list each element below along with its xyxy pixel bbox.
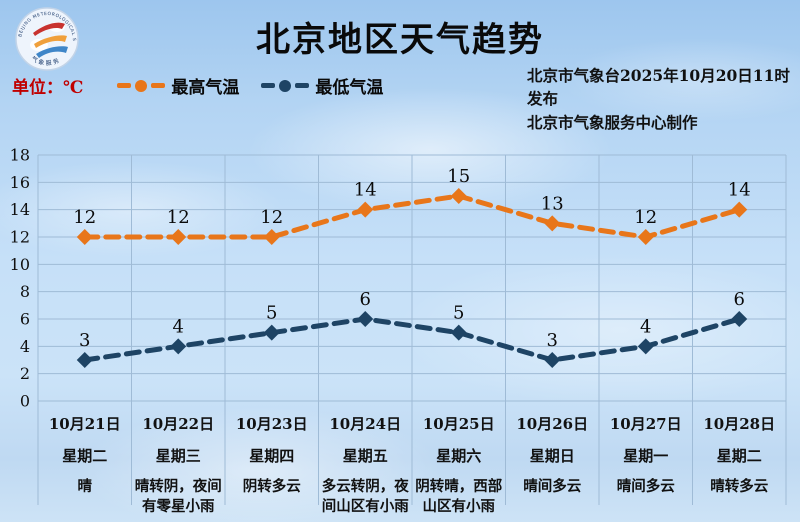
page-title: 北京地区天气趋势 [256, 20, 544, 60]
value-label: 5 [266, 303, 277, 324]
legend-label-max: 最高气温 [171, 78, 240, 98]
publisher-info: 北京市气象台2025年10月20日11时发布 北京市气象服务中心制作 [527, 64, 797, 134]
logo-blue-stripe [36, 46, 68, 58]
value-label: 4 [173, 316, 184, 337]
max-temp-line [82, 193, 742, 240]
weekday-label: 星期三 [155, 447, 201, 465]
weather-label: 晴间多云 [616, 478, 675, 495]
max-temp-point [637, 229, 654, 245]
weather-label: 晴转多云 [710, 478, 769, 495]
y-tick-label: 8 [20, 282, 30, 301]
day-column: 10月21日 星期二 晴 [38, 409, 132, 516]
max-temp-point [263, 229, 280, 245]
date-label: 10月24日 [329, 415, 402, 433]
date-label: 10月25日 [422, 415, 495, 433]
min-temp-point [637, 338, 654, 355]
date-label: 10月22日 [142, 415, 215, 433]
max-temp-point [76, 229, 93, 245]
unit-label: 单位：℃ [12, 78, 84, 98]
min-temp-point [357, 311, 374, 327]
weekday-label: 星期日 [529, 447, 575, 465]
value-label: 15 [447, 166, 470, 187]
y-tick-label: 2 [20, 364, 30, 383]
date-label: 10月27日 [609, 415, 682, 433]
weather-label: 阴转多云 [242, 478, 301, 495]
legend-row: 单位：℃ 最高气温 最低气温 [12, 73, 405, 98]
date-label: 10月26日 [516, 415, 589, 433]
meteorological-service-logo: BEIJING METEOROLOGICAL SERVICE 气象服务 [13, 5, 79, 71]
value-label: 5 [453, 303, 464, 324]
weekday-label: 星期二 [716, 447, 762, 465]
weekday-label: 星期一 [623, 447, 669, 465]
min-temp-line-icon [261, 79, 310, 92]
value-label: 6 [734, 289, 745, 310]
value-label: 4 [640, 316, 651, 337]
value-label: 3 [547, 330, 558, 351]
date-label: 10月21日 [48, 415, 121, 433]
y-tick-label: 4 [20, 337, 30, 356]
value-label: 12 [634, 207, 657, 228]
value-label: 12 [73, 207, 96, 228]
y-tick-label: 16 [10, 173, 30, 192]
y-tick-label: 14 [10, 200, 30, 219]
date-label: 10月23日 [235, 415, 308, 433]
weather-label: 多云转阴，夜间山区有小雨 [321, 478, 409, 515]
max-temp-point [544, 215, 561, 232]
value-label: 14 [728, 180, 751, 201]
min-temp-point [76, 352, 93, 368]
logo-red-stripe [33, 22, 65, 36]
value-label: 6 [360, 289, 371, 310]
legend-item-min: 最低气温 [261, 73, 383, 98]
publisher-line-1: 北京市气象台2025年10月20日11时发布 [527, 66, 790, 109]
min-temp-point [731, 311, 748, 327]
day-column: 10月23日 星期四 阴转多云 [225, 409, 319, 516]
weather-label: 晴转阴，夜间有零星小雨 [134, 478, 222, 515]
weather-label: 阴转晴，西部山区有小雨 [415, 478, 503, 515]
day-column: 10月22日 星期三 晴转阴，夜间有零星小雨 [132, 409, 226, 516]
min-temp-point [263, 324, 280, 341]
day-column: 10月28日 星期二 晴转多云 [693, 409, 787, 516]
value-label: 12 [260, 207, 283, 228]
weekday-label: 星期二 [62, 447, 108, 465]
weekday-label: 星期六 [436, 447, 482, 465]
day-column: 10月26日 星期日 晴间多云 [506, 409, 600, 516]
max-temp-point [731, 201, 748, 218]
max-temp-point [357, 201, 374, 218]
max-temp-point [170, 229, 187, 245]
y-tick-label: 6 [20, 310, 30, 329]
value-label: 3 [79, 330, 90, 351]
x-axis-labels: 10月21日 星期二 晴 10月22日 星期三 晴转阴，夜间有零星小雨 10月2… [38, 409, 786, 516]
min-temp-line [82, 316, 742, 363]
legend-item-max: 最高气温 [117, 73, 239, 98]
weekday-label: 星期五 [342, 447, 388, 465]
publisher-line-2: 北京市气象服务中心制作 [527, 112, 698, 132]
value-label: 14 [354, 180, 377, 201]
y-tick-label: 0 [20, 392, 30, 411]
logo-orange-stripe [34, 35, 67, 48]
max-temp-point [450, 188, 467, 204]
min-temp-point [450, 324, 467, 341]
day-column: 10月27日 星期一 晴间多云 [599, 409, 693, 516]
min-temp-point [170, 338, 187, 355]
day-column: 10月25日 星期六 阴转晴，西部山区有小雨 [412, 409, 506, 516]
weekday-label: 星期四 [249, 447, 295, 465]
y-tick-label: 10 [10, 255, 30, 274]
min-temp-point [544, 352, 561, 368]
value-label: 12 [167, 207, 190, 228]
y-tick-label: 12 [10, 228, 30, 247]
date-label: 10月28日 [703, 415, 776, 433]
y-tick-label: 18 [10, 146, 30, 165]
weather-label: 晴 [77, 478, 93, 495]
legend-label-min: 最低气温 [315, 78, 384, 98]
day-column: 10月24日 星期五 多云转阴，夜间山区有小雨 [319, 409, 413, 516]
value-label: 13 [541, 193, 564, 214]
max-temp-line-icon [117, 79, 166, 92]
weather-label: 晴间多云 [523, 478, 582, 495]
